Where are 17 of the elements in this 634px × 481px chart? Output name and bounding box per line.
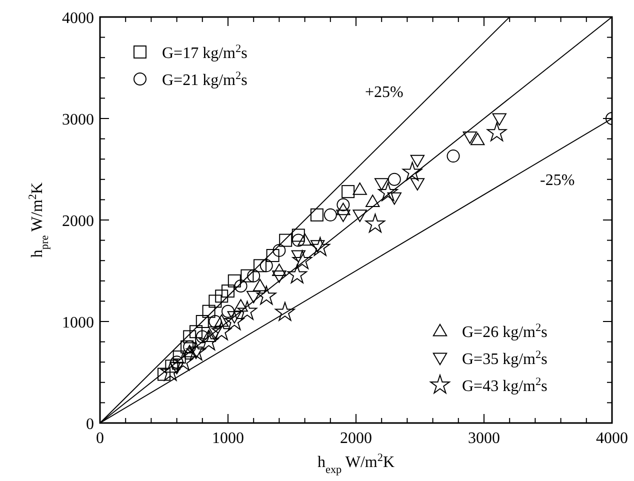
x-axis-title: h$_{exp}$ W/m$^{2}$K xyxy=(317,452,395,476)
legend-label: G=35 kg/m$^{2}$s xyxy=(462,349,548,368)
annotation: -25% xyxy=(540,172,575,189)
legend-label: G=21 kg/m$^{2}$s xyxy=(162,70,248,89)
x-tick-label: 1000 xyxy=(212,430,244,447)
y-tick-label: 0 xyxy=(86,416,94,433)
x-tick-label: 3000 xyxy=(468,430,500,447)
legend-label: G=17 kg/m$^{2}$s xyxy=(162,43,248,62)
x-tick-label: 2000 xyxy=(340,430,372,447)
y-tick-label: 4000 xyxy=(62,10,94,27)
y-tick-label: 2000 xyxy=(62,213,94,230)
y-tick-label: 1000 xyxy=(62,314,94,332)
x-tick-label: 4000 xyxy=(596,430,628,447)
annotation: +25% xyxy=(365,84,404,101)
y-tick-label: 3000 xyxy=(62,112,94,128)
legend-label: G=26 kg/m$^{2}$s xyxy=(462,322,548,341)
legend-label: G=43 kg/m$^{2}$s xyxy=(462,376,548,395)
